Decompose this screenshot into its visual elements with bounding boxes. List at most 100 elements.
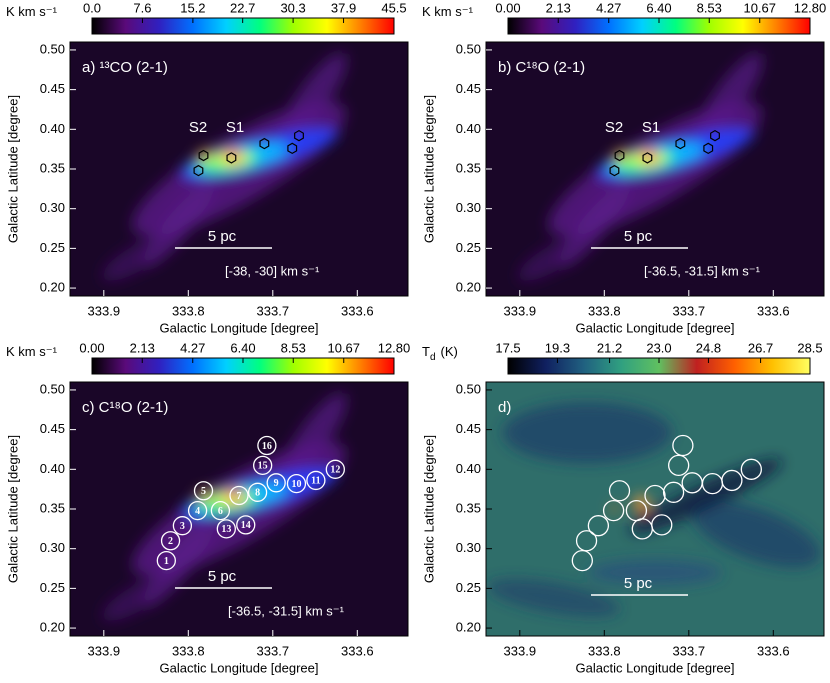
emission	[486, 402, 821, 617]
source-label: S2	[189, 119, 207, 136]
colorbar-tick-label: 15.2	[180, 0, 205, 15]
y-tick-label: 0.40	[456, 461, 481, 476]
region-circle	[187, 500, 208, 521]
emission-blob	[610, 505, 619, 513]
source-marker	[294, 129, 304, 142]
region-label: 7	[237, 491, 242, 502]
y-axis-label: Galactic Latitude [degree]	[421, 95, 436, 243]
map-image	[70, 382, 408, 636]
panel-label: d)	[498, 399, 511, 416]
colorbar-label: K km s⁻¹	[6, 344, 58, 359]
source-marker	[703, 142, 714, 155]
x-axis-label: Galactic Longitude [degree]	[160, 320, 319, 335]
colorbar-label-part: K km s⁻¹	[6, 344, 58, 359]
colorbar-tick-label: 2.13	[546, 0, 571, 15]
y-tick-label: 0.30	[456, 540, 481, 555]
emission-blob	[628, 458, 783, 534]
region-label: 11	[311, 476, 320, 487]
panel: 333.9 333.8 333.7 333.6 0.20 0.25 0.30 0.35 0.40…	[421, 340, 825, 675]
colorbar-tick-label: 8.53	[281, 340, 306, 355]
region-label: 1	[164, 556, 169, 567]
colorbar-tick-label: 6.40	[230, 340, 255, 355]
emission-blob	[502, 402, 672, 464]
region-circle	[651, 514, 673, 536]
colorbar-tick-label: 0.00	[79, 340, 104, 355]
colorbar-tick-label: 6.40	[646, 0, 671, 15]
source-marker	[226, 152, 237, 164]
region-circle	[216, 519, 236, 539]
y-tick-label: 0.35	[40, 160, 65, 175]
x-tick-label: 333.7	[673, 303, 706, 318]
emission	[101, 52, 347, 281]
y-tick-label: 0.35	[40, 500, 65, 515]
region-circle	[286, 473, 307, 494]
source-marker	[710, 129, 720, 142]
region-label: 3	[180, 521, 185, 532]
colorbar-label: K km s⁻¹	[422, 4, 474, 19]
emission-blob	[517, 234, 590, 281]
scale-bar-label: 5 pc	[208, 228, 237, 245]
panel-label: c) C¹⁸O (2-1)	[82, 399, 168, 416]
region-circle	[721, 469, 743, 492]
colorbar-tick-label: 10.67	[327, 340, 360, 355]
y-axis-label: Galactic Latitude [degree]	[5, 435, 20, 583]
colorbar-label-part: T	[422, 344, 430, 359]
source-marker	[287, 142, 298, 155]
scale-bar-label: 5 pc	[624, 228, 653, 245]
emission-blob	[279, 52, 347, 144]
source-marker	[642, 152, 653, 164]
panel: 333.9 333.8 333.7 333.6 0.20 0.25 0.30 0.35 0.40…	[5, 340, 410, 675]
emission-blob	[587, 559, 723, 586]
region-label: 15	[258, 461, 268, 472]
region-label: 6	[218, 506, 223, 517]
y-tick-label: 0.45	[40, 421, 65, 436]
region-label: 2	[168, 536, 173, 547]
panel-label: a) ¹³CO (2-1)	[82, 59, 168, 76]
y-tick-label: 0.20	[40, 620, 65, 635]
colorbar-tick-label: 12.80	[794, 0, 827, 15]
region-circle	[160, 531, 181, 551]
y-axis-label: Galactic Latitude [degree]	[421, 435, 436, 583]
y-axis-label: Galactic Latitude [degree]	[5, 95, 20, 243]
x-tick-label: 333.8	[172, 303, 205, 318]
velocity-range: [-36.5, -31.5] km s⁻¹	[228, 603, 345, 618]
emission-blob	[695, 52, 763, 144]
region-label: 10	[291, 479, 301, 490]
region-circle	[740, 458, 762, 480]
panel: 333.9 333.8 333.7 333.6 0.20 0.25 0.30 0.35 0.40…	[421, 0, 826, 335]
scale-bar-label: 5 pc	[208, 568, 237, 585]
x-tick-label: 333.6	[757, 303, 790, 318]
x-axis-label: Galactic Longitude [degree]	[576, 320, 735, 335]
y-tick-label: 0.35	[456, 160, 481, 175]
region-label: 9	[274, 478, 279, 489]
emission-blob	[643, 151, 657, 162]
region-circle	[644, 484, 666, 507]
x-axis-label: Galactic Longitude [degree]	[160, 660, 319, 675]
colorbar-tick-label: 30.3	[280, 0, 305, 15]
source-marker	[193, 164, 204, 177]
y-tick-label: 0.30	[40, 540, 65, 555]
region-label: 16	[262, 441, 272, 452]
source-label: S1	[642, 119, 660, 136]
region-label: 4	[195, 506, 200, 517]
emission-blob	[227, 151, 241, 162]
y-tick-label: 0.35	[456, 500, 481, 515]
source-label: S2	[605, 119, 623, 136]
colorbar-label-part: K km s⁻¹	[6, 4, 58, 19]
colorbar-tick-label: 10.67	[743, 0, 776, 15]
y-tick-label: 0.40	[40, 121, 65, 136]
map-image	[486, 382, 824, 636]
region-circle	[668, 454, 690, 476]
colorbar-tick-label: 37.9	[331, 0, 356, 15]
colorbar-tick-label: 45.5	[381, 0, 406, 15]
region-label: 12	[330, 465, 340, 476]
region-circle	[662, 481, 685, 503]
y-tick-label: 0.30	[40, 200, 65, 215]
y-tick-label: 0.40	[40, 461, 65, 476]
colorbar-tick-label: 19.3	[545, 340, 570, 355]
velocity-range: [-36.5, -31.5] km s⁻¹	[644, 263, 761, 278]
y-tick-label: 0.25	[40, 240, 65, 255]
region-circle	[325, 459, 345, 479]
colorbar-tick-label: 8.53	[697, 0, 722, 15]
x-tick-label: 333.7	[257, 643, 290, 658]
